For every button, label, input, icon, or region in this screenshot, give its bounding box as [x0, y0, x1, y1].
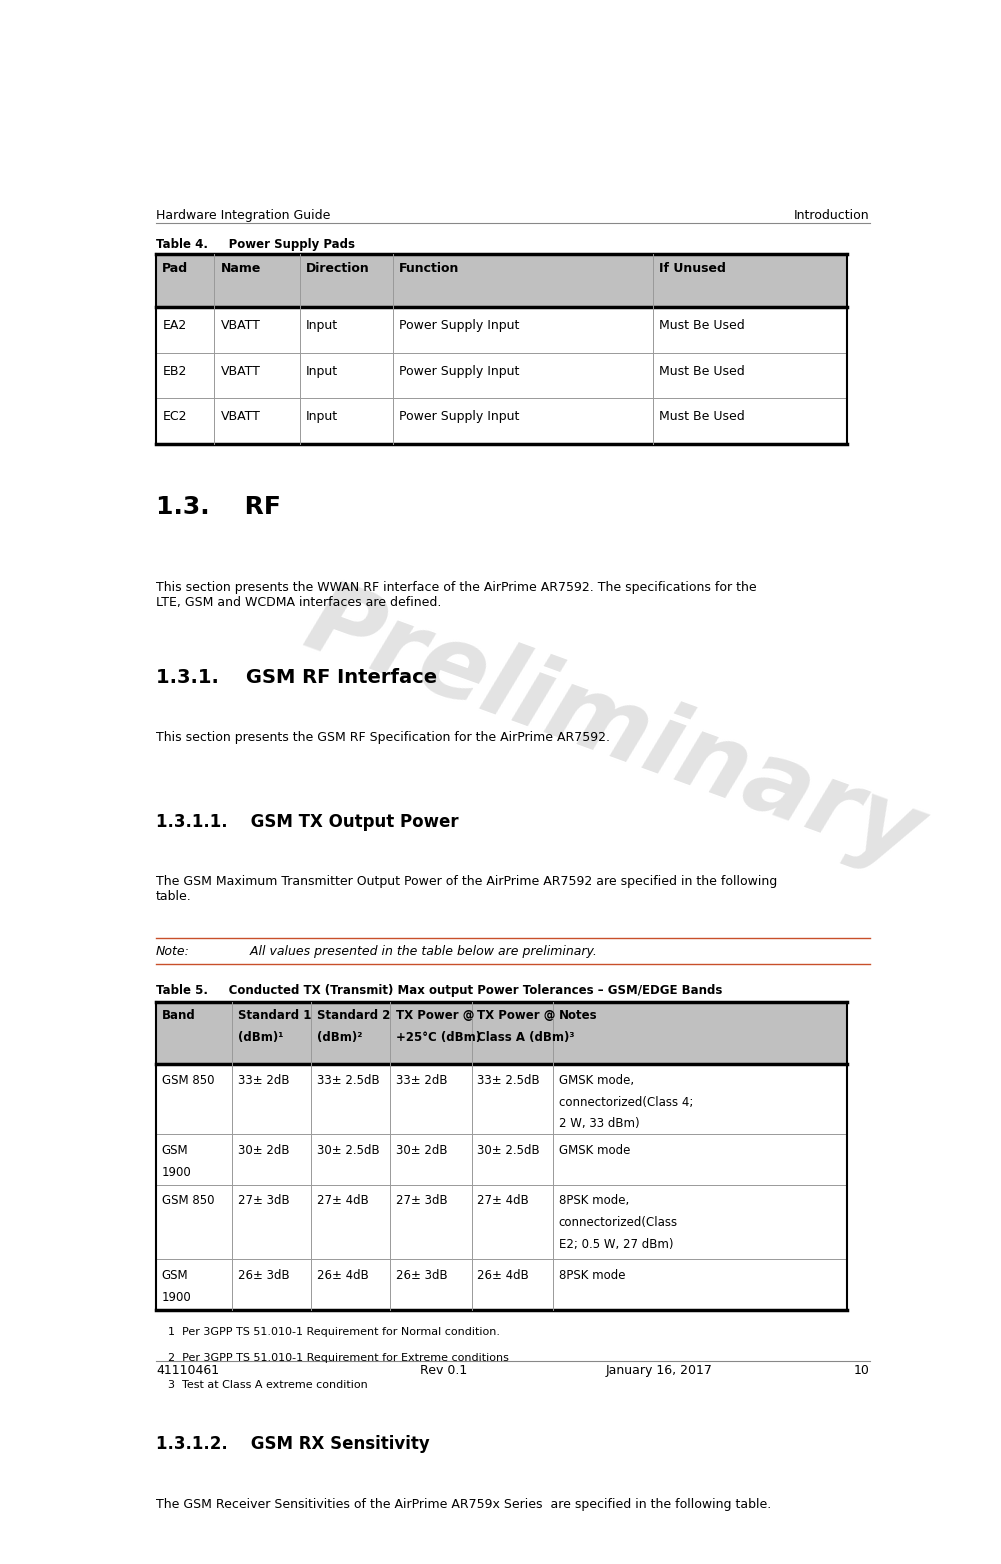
Text: 1.3.1.1.    GSM TX Output Power: 1.3.1.1. GSM TX Output Power	[156, 813, 458, 830]
Text: The GSM Maximum Transmitter Output Power of the AirPrime AR7592 are specified in: The GSM Maximum Transmitter Output Power…	[156, 876, 778, 904]
Text: Input: Input	[306, 410, 338, 424]
Text: EA2: EA2	[162, 319, 186, 332]
Text: Class A (dBm)³: Class A (dBm)³	[477, 1031, 575, 1043]
Bar	[156, 253, 847, 307]
Text: (dBm)¹: (dBm)¹	[237, 1031, 283, 1043]
Text: GMSK mode: GMSK mode	[559, 1143, 631, 1157]
Text: All values presented in the table below are preliminary.: All values presented in the table below …	[214, 945, 598, 959]
Text: 3  Test at Class A extreme condition: 3 Test at Class A extreme condition	[168, 1379, 367, 1390]
Text: Power Supply Input: Power Supply Input	[399, 410, 520, 424]
Text: 26± 4dB: 26± 4dB	[477, 1268, 530, 1282]
Text: TX Power @: TX Power @	[477, 1009, 556, 1021]
Text: Must Be Used: Must Be Used	[659, 364, 745, 378]
Text: This section presents the GSM RF Specification for the AirPrime AR7592.: This section presents the GSM RF Specifi…	[156, 730, 611, 744]
Text: 27± 4dB: 27± 4dB	[316, 1195, 368, 1207]
Text: Power Supply Input: Power Supply Input	[399, 364, 520, 378]
Text: 30± 2dB: 30± 2dB	[395, 1143, 447, 1157]
Text: Standard 2: Standard 2	[316, 1009, 390, 1021]
Text: 26± 3dB: 26± 3dB	[237, 1268, 289, 1282]
Text: 26± 3dB: 26± 3dB	[395, 1268, 447, 1282]
Text: This section presents the WWAN RF interface of the AirPrime AR7592. The specific: This section presents the WWAN RF interf…	[156, 582, 757, 610]
Text: 1  Per 3GPP TS 51.010-1 Requirement for Normal condition.: 1 Per 3GPP TS 51.010-1 Requirement for N…	[168, 1326, 499, 1337]
Text: The GSM Receiver Sensitivities of the AirPrime AR759x Series  are specified in t: The GSM Receiver Sensitivities of the Ai…	[156, 1498, 772, 1511]
Text: 41110461: 41110461	[156, 1364, 219, 1378]
Text: 1.3.1.2.    GSM RX Sensitivity: 1.3.1.2. GSM RX Sensitivity	[156, 1436, 429, 1453]
Text: Input: Input	[306, 364, 338, 378]
Text: Pad: Pad	[162, 263, 188, 275]
Text: 8PSK mode,: 8PSK mode,	[559, 1195, 629, 1207]
Text: GSM 850: GSM 850	[161, 1195, 214, 1207]
Text: Hardware Integration Guide: Hardware Integration Guide	[156, 210, 330, 222]
Text: Direction: Direction	[306, 263, 369, 275]
Text: 2 W, 33 dBm): 2 W, 33 dBm)	[559, 1117, 640, 1131]
Text: Name: Name	[220, 263, 261, 275]
Text: 27± 3dB: 27± 3dB	[395, 1195, 447, 1207]
Text: 30± 2.5dB: 30± 2.5dB	[477, 1143, 540, 1157]
Text: 2  Per 3GPP TS 51.010-1 Requirement for Extreme conditions: 2 Per 3GPP TS 51.010-1 Requirement for E…	[168, 1353, 509, 1364]
Text: Power Supply Input: Power Supply Input	[399, 319, 520, 332]
Text: VBATT: VBATT	[220, 410, 260, 424]
Text: EC2: EC2	[162, 410, 187, 424]
Text: VBATT: VBATT	[220, 364, 260, 378]
Text: Rev 0.1: Rev 0.1	[420, 1364, 467, 1378]
Text: 27± 4dB: 27± 4dB	[477, 1195, 530, 1207]
Text: 30± 2dB: 30± 2dB	[237, 1143, 289, 1157]
Text: Notes: Notes	[559, 1009, 598, 1021]
Text: E2; 0.5 W, 27 dBm): E2; 0.5 W, 27 dBm)	[559, 1237, 674, 1251]
Text: connectorized(Class: connectorized(Class	[559, 1217, 678, 1229]
Text: Function: Function	[399, 263, 459, 275]
Text: January 16, 2017: January 16, 2017	[607, 1364, 713, 1378]
Text: 33± 2.5dB: 33± 2.5dB	[477, 1074, 540, 1087]
Text: (dBm)²: (dBm)²	[316, 1031, 362, 1043]
Text: GSM: GSM	[161, 1268, 188, 1282]
Text: If Unused: If Unused	[659, 263, 726, 275]
Text: 30± 2.5dB: 30± 2.5dB	[316, 1143, 379, 1157]
Text: 33± 2dB: 33± 2dB	[395, 1074, 447, 1087]
Text: Table 5.     Conducted TX (Transmit) Max output Power Tolerances – GSM/EDGE Band: Table 5. Conducted TX (Transmit) Max out…	[156, 984, 723, 996]
Text: GSM: GSM	[161, 1143, 188, 1157]
Text: 10: 10	[854, 1364, 870, 1378]
Text: VBATT: VBATT	[220, 319, 260, 332]
Text: 1900: 1900	[161, 1165, 191, 1179]
Text: GMSK mode,: GMSK mode,	[559, 1074, 634, 1087]
Text: GSM 850: GSM 850	[161, 1074, 214, 1087]
Text: Must Be Used: Must Be Used	[659, 319, 745, 332]
Text: EB2: EB2	[162, 364, 187, 378]
Text: 1900: 1900	[161, 1290, 191, 1304]
Text: 26± 4dB: 26± 4dB	[316, 1268, 368, 1282]
Bar	[156, 1003, 847, 1065]
Text: 1.3.    RF: 1.3. RF	[156, 494, 281, 519]
Text: connectorized(Class 4;: connectorized(Class 4;	[559, 1096, 693, 1109]
Text: +25°C (dBm): +25°C (dBm)	[395, 1031, 481, 1043]
Text: Introduction: Introduction	[794, 210, 870, 222]
Text: Table 4.     Power Supply Pads: Table 4. Power Supply Pads	[156, 238, 355, 252]
Text: Input: Input	[306, 319, 338, 332]
Text: Band: Band	[161, 1009, 195, 1021]
Text: Standard 1: Standard 1	[237, 1009, 311, 1021]
Text: 33± 2dB: 33± 2dB	[237, 1074, 289, 1087]
Text: 1.3.1.    GSM RF Interface: 1.3.1. GSM RF Interface	[156, 668, 437, 687]
Text: Note:: Note:	[156, 945, 190, 959]
Text: 27± 3dB: 27± 3dB	[237, 1195, 289, 1207]
Text: 33± 2.5dB: 33± 2.5dB	[316, 1074, 379, 1087]
Text: Preliminary: Preliminary	[293, 572, 935, 887]
Text: Must Be Used: Must Be Used	[659, 410, 745, 424]
Text: 8PSK mode: 8PSK mode	[559, 1268, 626, 1282]
Text: TX Power @: TX Power @	[395, 1009, 474, 1021]
